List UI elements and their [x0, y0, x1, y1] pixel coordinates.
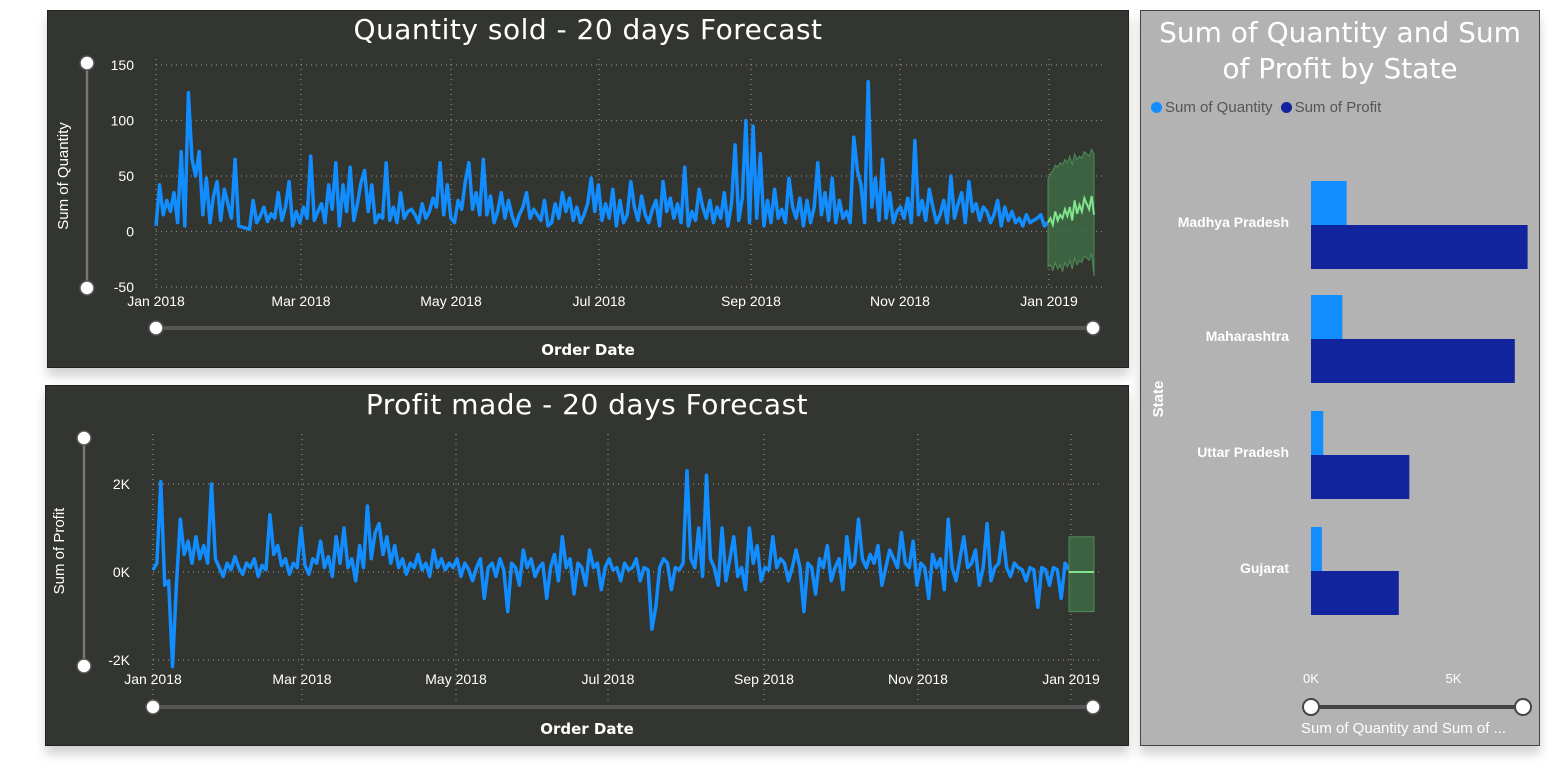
y-tick-label: 0K [113, 564, 131, 580]
state-bar-visual: Sum of Quantity and Sum of Profit by Sta… [1140, 10, 1540, 746]
state-chart-legend: Sum of Quantity Sum of Profit [1151, 99, 1381, 116]
legend-item-profit[interactable]: Sum of Profit [1280, 99, 1382, 116]
y-axis-title: Sum of Quantity [55, 122, 72, 230]
state-category-label: Uttar Pradesh [1197, 444, 1289, 460]
actual-series-line [154, 79, 1050, 232]
y-tick-label: 150 [111, 57, 135, 73]
forecast-confidence-band [1068, 536, 1095, 613]
x-tick-label: Nov 2018 [870, 293, 930, 309]
x-tick-label: Jan 2018 [127, 293, 185, 309]
profit-x-axis-title: Order Date [540, 720, 634, 738]
bar-profit[interactable] [1311, 225, 1528, 269]
state-chart-title: Sum of Quantity and Sum of Profit by Sta… [1159, 16, 1521, 85]
x-tick-label: May 2018 [420, 293, 482, 309]
bar-quantity[interactable] [1311, 411, 1324, 455]
actual-series-line [151, 469, 1071, 669]
state-bar-chart: Madhya Pradesh Maharashtra Uttar Pradesh Gu… [1150, 181, 1532, 716]
profit-chart-title: Profit made - 20 days Forecast [365, 388, 809, 421]
x-zoom-slider-handle-right[interactable] [1085, 699, 1101, 715]
bar-profit[interactable] [1311, 339, 1515, 383]
state-category-label: Madhya Pradesh [1178, 214, 1289, 230]
y-tick-label: -50 [114, 279, 134, 295]
y-tick-label: 50 [118, 168, 134, 184]
x-tick-label: Sep 2018 [734, 671, 794, 687]
legend-label-profit: Sum of Profit [1294, 99, 1382, 116]
x-zoom-slider-handle-left[interactable] [145, 699, 161, 715]
y-axis-title: State [1150, 381, 1167, 418]
x-tick-label: Jan 2019 [1020, 293, 1078, 309]
profit-line-chart: 2K 0K -2K Jan 2018 Mar 2018 May 2018 Jul 2018 S… [51, 430, 1103, 715]
x-tick-label: Nov 2018 [888, 671, 948, 687]
y-zoom-slider-handle-top[interactable] [79, 55, 95, 71]
bar-quantity[interactable] [1311, 181, 1347, 225]
state-category-label: Gujarat [1240, 560, 1289, 576]
x-tick-label: Jul 2018 [582, 671, 635, 687]
y-tick-label: 100 [111, 113, 135, 129]
x-zoom-slider-handle-right[interactable] [1085, 320, 1101, 336]
x-tick-label: 5K [1446, 671, 1462, 686]
x-zoom-slider-handle-right[interactable] [1514, 698, 1532, 716]
y-tick-label: 2K [113, 476, 131, 492]
x-tick-label: Jan 2018 [124, 671, 182, 687]
quantity-x-axis-title: Order Date [541, 341, 635, 359]
legend-dot-icon [1151, 102, 1162, 113]
forecast-series-line [1047, 194, 1095, 229]
x-zoom-slider-handle-left[interactable] [1302, 698, 1320, 716]
x-tick-label: Mar 2018 [271, 293, 330, 309]
quantity-forecast-visual: Quantity sold - 20 days Forecast 150 100 5… [47, 10, 1129, 368]
legend-label-quantity: Sum of Quantity [1165, 99, 1273, 116]
bar-profit[interactable] [1311, 571, 1399, 615]
bar-quantity[interactable] [1311, 527, 1322, 571]
quantity-chart-title: Quantity sold - 20 days Forecast [353, 13, 823, 46]
state-x-axis-title: Sum of Quantity and Sum of ... [1301, 720, 1507, 737]
y-tick-label: 0 [126, 224, 134, 240]
legend-dot-icon [1280, 102, 1292, 113]
y-zoom-slider-handle-bottom[interactable] [76, 658, 92, 674]
x-zoom-slider-handle-left[interactable] [148, 320, 164, 336]
legend-item-quantity[interactable]: Sum of Quantity [1151, 99, 1273, 116]
x-tick-label: Sep 2018 [721, 293, 781, 309]
x-tick-label: Jan 2019 [1042, 671, 1100, 687]
x-tick-label: May 2018 [425, 671, 487, 687]
x-tick-label: 0K [1303, 671, 1319, 686]
bar-quantity[interactable] [1311, 295, 1343, 339]
state-category-label: Maharashtra [1206, 328, 1289, 344]
y-tick-label: -2K [108, 652, 130, 668]
x-tick-label: Jul 2018 [573, 293, 626, 309]
x-tick-label: Mar 2018 [272, 671, 331, 687]
y-axis-title: Sum of Profit [51, 507, 68, 595]
y-zoom-slider-handle-top[interactable] [76, 430, 92, 446]
profit-forecast-visual: Profit made - 20 days Forecast 2K 0K -2K Ja… [45, 385, 1129, 746]
y-zoom-slider-handle-bottom[interactable] [79, 280, 95, 296]
bar-profit[interactable] [1311, 455, 1410, 499]
